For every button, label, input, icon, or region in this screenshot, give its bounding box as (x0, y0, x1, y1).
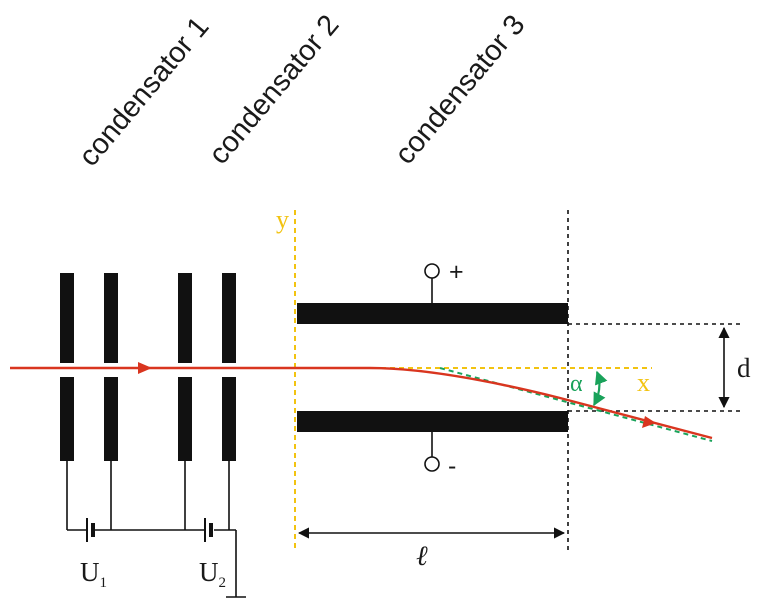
x-axis-label: x (637, 368, 650, 397)
condensator-2-plate-left-lower (178, 377, 192, 461)
y-axis-label: y (276, 205, 289, 234)
battery-u2-symbol (204, 518, 213, 542)
condensator-2-plate-right-upper (222, 273, 236, 363)
electron-beam (10, 366, 713, 440)
beam-arrowhead-2 (642, 416, 656, 428)
top-plate-terminal (424, 263, 440, 279)
battery-u1-symbol (86, 518, 95, 542)
condensator-1-plate-right-lower (104, 377, 118, 461)
condensator-1-plate-right-upper (104, 273, 118, 363)
condensator-1-plate-left-upper (60, 273, 74, 363)
angle-alpha-arc (593, 370, 608, 407)
length-l-label: ℓ (416, 541, 428, 572)
condensator-3-plate-top (297, 303, 568, 324)
beam-arrowhead-1 (138, 362, 152, 374)
distance-d-label: d (737, 353, 751, 383)
plus-sign: + (449, 258, 464, 286)
voltage-u1-label: U1 (80, 557, 107, 591)
circuit-wiring (66, 461, 246, 598)
condensator-2-plate-left-upper (178, 273, 192, 363)
label-condensator-1: condensator 1 (73, 11, 216, 172)
bottom-plate-terminal (424, 456, 440, 472)
angle-alpha-label: α (570, 371, 583, 397)
voltage-u2-label: U2 (199, 557, 226, 591)
label-condensator-3: condensator 3 (389, 9, 532, 170)
condensator-3-plate-bottom (297, 411, 568, 432)
condensator-2-plate-right-lower (222, 377, 236, 461)
condensator-1-plate-left-lower (60, 377, 74, 461)
label-condensator-2: condensator 2 (203, 9, 346, 170)
minus-sign: - (448, 452, 456, 480)
